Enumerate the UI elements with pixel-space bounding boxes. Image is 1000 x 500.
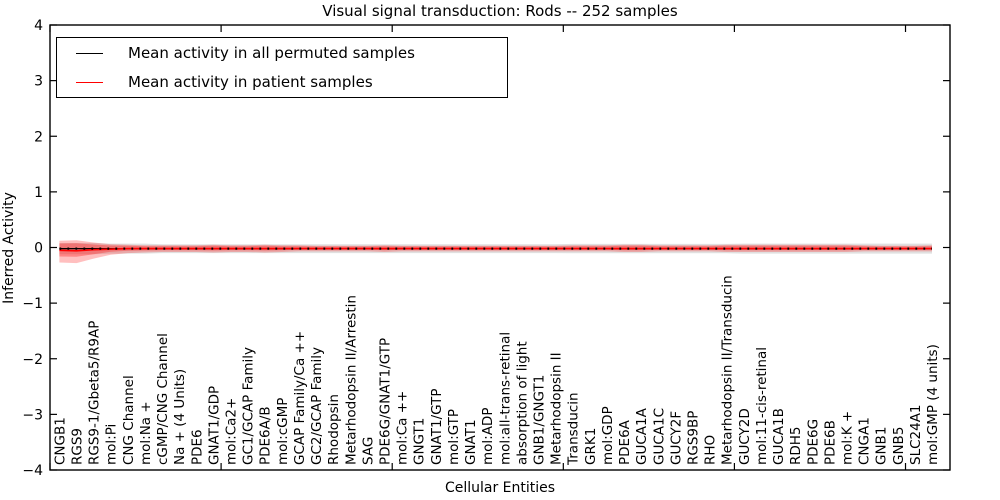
x-category-label: PDE6G	[805, 419, 821, 465]
x-category-label: mol:Na +	[138, 401, 154, 465]
y-tick-label: 1	[34, 185, 43, 201]
x-category-label: PDE6	[189, 429, 205, 465]
x-category-label: GC1/GCAP Family	[241, 347, 257, 465]
x-category-label: absorption of light	[514, 341, 530, 465]
x-category-label: mol:GTP	[446, 409, 462, 465]
chart-title: Visual signal transduction: Rods -- 252 …	[322, 2, 678, 20]
legend-item-permuted: Mean activity in all permuted samples	[57, 39, 507, 68]
x-category-label: PDE6B	[822, 420, 838, 465]
x-category-label: GNAT1/GDP	[206, 386, 222, 465]
x-category-label: cGMP/CNG Channel	[155, 333, 171, 465]
legend-item-patient: Mean activity in patient samples	[57, 68, 507, 97]
x-category-label: CNGB1	[52, 417, 68, 465]
x-category-label: mol:Pi	[104, 424, 120, 465]
x-category-label: RGS9-1/Gbeta5/R9AP	[87, 321, 103, 465]
x-category-label: GUCA1A	[634, 407, 650, 465]
x-category-label: PDE6A/B	[258, 406, 274, 465]
x-category-label: mol:Ca2+	[224, 398, 240, 465]
x-category-label: PDE6A	[617, 419, 633, 465]
x-category-label: CNGA1	[857, 417, 873, 465]
x-category-label: Na + (4 Units)	[172, 369, 188, 465]
x-category-label: RDH5	[788, 426, 804, 465]
legend-label-permuted: Mean activity in all permuted samples	[128, 44, 415, 62]
y-tick-label: 0	[34, 241, 43, 257]
x-category-label: GNB1/GNGT1	[531, 375, 547, 465]
x-category-label: GUCY2D	[737, 408, 753, 465]
x-category-label: mol:GDP	[600, 406, 616, 465]
x-axis-label: Cellular Entities	[444, 480, 556, 496]
x-category-label: mol:all-trans-retinal	[497, 332, 513, 465]
x-category-label: SAG	[360, 437, 376, 465]
x-category-label: GUCY2F	[668, 411, 684, 465]
patient-band-outer	[59, 240, 932, 264]
x-category-label: GC2/GCAP Family	[309, 347, 325, 465]
x-category-label: RGS9	[70, 428, 86, 465]
y-tick-label: −3	[22, 407, 43, 423]
y-tick-label: −2	[22, 352, 43, 368]
legend-label-patient: Mean activity in patient samples	[128, 73, 373, 91]
x-category-label: mol:K +	[839, 411, 855, 465]
x-category-label: GRK1	[583, 428, 599, 465]
x-category-label: Transducin	[566, 392, 582, 466]
legend: Mean activity in all permuted samples Me…	[56, 37, 508, 98]
y-axis-label: Inferred Activity	[1, 192, 17, 304]
x-category-label: PDE6G/GNAT1/GTP	[378, 338, 394, 465]
y-tick-label: −4	[22, 463, 43, 479]
patient-band-inner	[59, 243, 932, 257]
x-category-label: GUCA1C	[651, 408, 667, 465]
x-category-label: mol:11-cis-retinal	[754, 347, 770, 465]
y-tick-label: 2	[34, 129, 43, 145]
x-category-label: GCAP Family/Ca ++	[292, 331, 308, 465]
x-category-label: GNGT1	[412, 418, 428, 465]
red-line-sample-icon	[76, 81, 103, 83]
x-category-label: GNB1	[874, 427, 890, 465]
x-category-label: mol:ADP	[480, 408, 496, 465]
x-category-label: Metarhodopsin II	[549, 352, 565, 465]
x-category-label: RHO	[703, 435, 719, 465]
x-category-label: SLC24A1	[908, 404, 924, 465]
x-category-label: Metarhodopsin II/Arrestin	[343, 295, 359, 465]
x-category-label: mol:Ca ++	[395, 391, 411, 465]
x-category-label: GNB5	[891, 427, 907, 465]
x-category-label: GNAT1	[463, 419, 479, 465]
x-category-label: CNG Channel	[121, 375, 137, 465]
y-tick-label: 4	[34, 18, 43, 34]
y-tick-label: −1	[22, 296, 43, 312]
x-category-label: mol:GMP (4 units)	[925, 344, 941, 465]
x-category-label: RGS9BP	[685, 411, 701, 465]
y-tick-label: 3	[34, 74, 43, 90]
black-line-sample-icon	[76, 52, 103, 54]
x-category-label: GUCA1B	[771, 408, 787, 465]
x-category-label: mol:cGMP	[275, 398, 291, 465]
x-category-label: GNAT1/GTP	[429, 389, 445, 466]
x-category-label: Rhodopsin	[326, 394, 342, 465]
x-category-label: Metarhodopsin II/Transducin	[720, 275, 736, 465]
